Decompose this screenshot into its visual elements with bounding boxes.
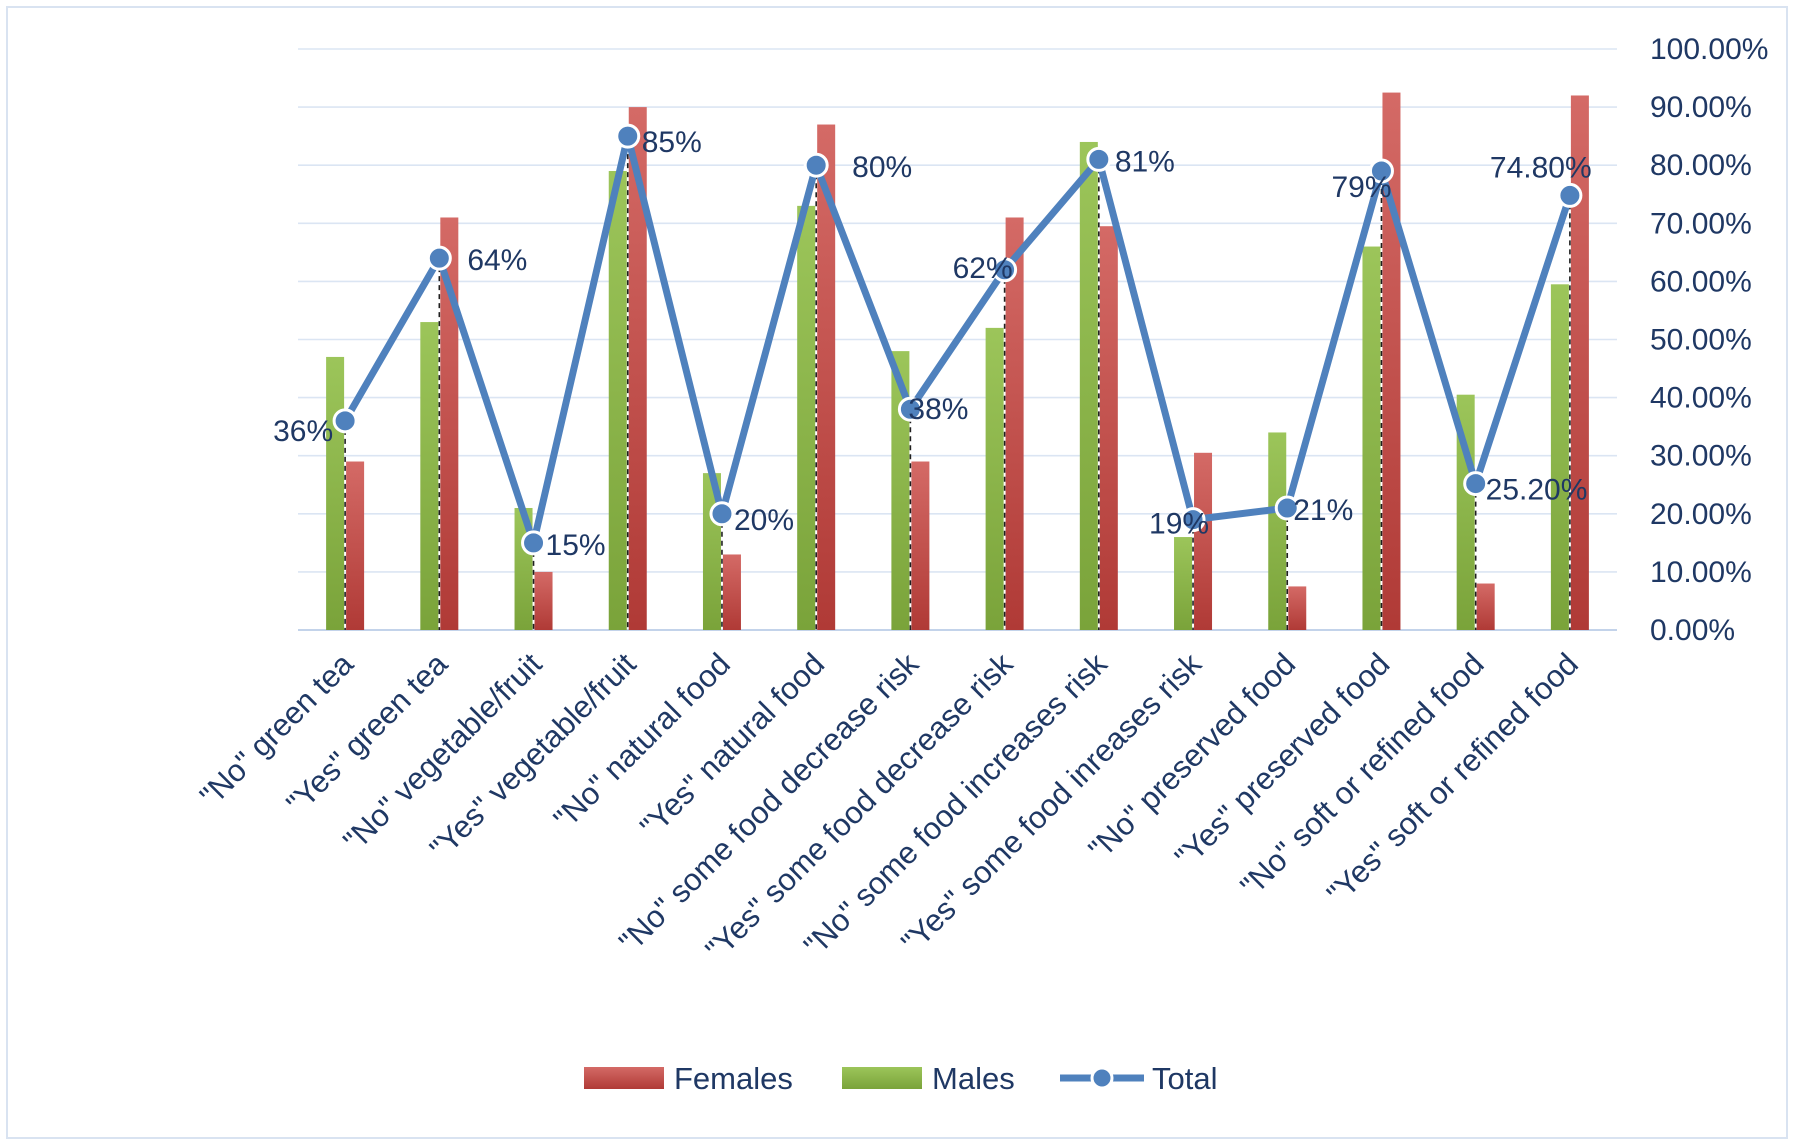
total-point (1274, 495, 1300, 521)
x-tick-label: "No" natural food (547, 646, 737, 836)
total-point (615, 123, 641, 149)
y-tick-label: 20.00% (1650, 498, 1752, 531)
bar-females (722, 554, 741, 630)
total-points (332, 123, 1583, 556)
data-label-total: 85% (642, 126, 702, 159)
data-label-total: 25.20% (1486, 474, 1588, 507)
bars (326, 92, 1589, 631)
y-tick-label: 80.00% (1650, 149, 1752, 182)
bar-males (1550, 284, 1569, 630)
bar-males (891, 351, 910, 630)
y-tick-label: 0.00% (1650, 614, 1735, 647)
total-point (1368, 158, 1394, 184)
x-axis-ticks: "No" green tea"Yes" green tea"No" vegeta… (193, 646, 1585, 968)
data-label-total: 21% (1293, 494, 1353, 527)
data-label-total: 64% (467, 244, 527, 277)
x-tick-label: "Yes" green tea (279, 646, 454, 821)
total-point (426, 245, 452, 271)
y-tick-label: 70.00% (1650, 207, 1752, 240)
bar-females (911, 461, 930, 630)
data-label-total: 81% (1115, 145, 1175, 178)
data-label-total: 80% (852, 151, 912, 184)
legend-swatch-males (842, 1067, 922, 1089)
bar-males (985, 327, 1004, 630)
bar-males (1174, 537, 1193, 630)
y-tick-label: 60.00% (1650, 265, 1752, 298)
total-point (803, 152, 829, 178)
y-tick-label: 40.00% (1650, 382, 1752, 415)
y-tick-label: 30.00% (1650, 440, 1752, 473)
y-axis-ticks: 0.00% 10.00% 20.00% 30.00% 40.00% 50.00% 60.00… (1650, 33, 1768, 647)
y-tick-label: 90.00% (1650, 91, 1752, 124)
y-tick-label: 10.00% (1650, 556, 1752, 589)
data-label-total: 36% (273, 415, 333, 448)
bar-females (1476, 583, 1495, 630)
total-point (1557, 182, 1583, 208)
data-label-total: 20% (734, 504, 794, 537)
data-labels: 36% 64% 15% 85% 20% 80% 38% 62% 81% 19% 21% 79% 25.2… (273, 126, 1592, 562)
drop-lines (344, 136, 1571, 630)
data-label-total: 62% (953, 252, 1013, 285)
bar-males (420, 322, 439, 630)
total-point (1086, 146, 1112, 172)
bar-males (797, 205, 816, 630)
bar-females (440, 217, 459, 631)
data-label-total: 38% (908, 393, 968, 426)
total-point (897, 396, 923, 422)
bar-males (1362, 246, 1381, 631)
data-label-total: 15% (546, 529, 606, 562)
bar-males (1268, 432, 1287, 630)
chart-frame (6, 6, 1788, 1139)
y-tick-label: 100.00% (1650, 33, 1768, 66)
bar-females (1194, 452, 1213, 630)
total-point (521, 530, 547, 556)
total-point (1180, 507, 1206, 533)
bar-males (1079, 141, 1098, 630)
total-point (332, 408, 358, 434)
data-label-total: 74.80% (1490, 151, 1592, 184)
total-point (992, 257, 1018, 283)
data-label-total: 19% (1149, 508, 1209, 541)
legend-swatch-females (584, 1067, 664, 1089)
bar-females (1005, 217, 1024, 631)
bar-females (1099, 226, 1118, 630)
legend-label-males: Males (932, 1061, 1015, 1096)
bar-females (628, 107, 647, 631)
y-tick-label: 50.00% (1650, 324, 1752, 357)
bar-females (534, 571, 553, 630)
data-label-total: 79% (1331, 171, 1391, 204)
total-point (709, 501, 735, 527)
bar-females (346, 461, 365, 630)
bar-males (608, 171, 627, 630)
total-line (341, 132, 1574, 547)
bar-females (817, 124, 836, 630)
bar-males (326, 356, 345, 630)
bar-females (1288, 586, 1307, 630)
bar-females (1570, 95, 1589, 631)
legend-label-females: Females (674, 1061, 793, 1096)
legend-marker-total (1090, 1066, 1114, 1090)
total-series-line (341, 132, 1574, 547)
legend-label-total: Total (1152, 1061, 1217, 1096)
total-point (1463, 471, 1489, 497)
legend: Females Males Total (584, 1061, 1217, 1096)
